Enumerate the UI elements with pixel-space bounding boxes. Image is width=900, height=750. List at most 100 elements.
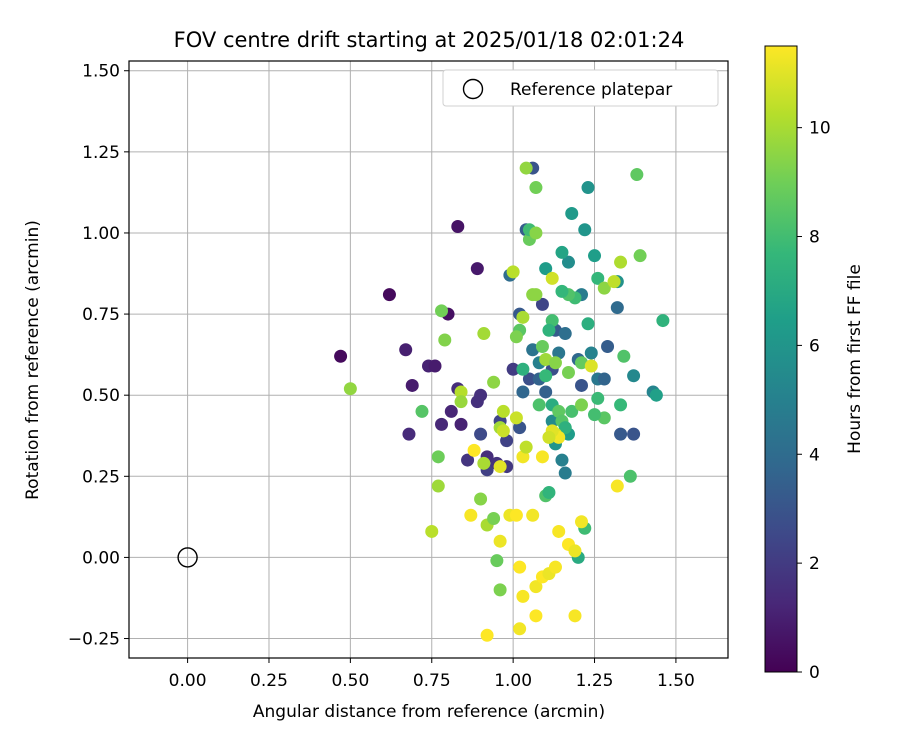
plot-frame bbox=[128, 60, 729, 659]
data-point bbox=[558, 466, 572, 480]
data-point bbox=[467, 443, 481, 457]
data-point bbox=[584, 346, 598, 360]
data-point bbox=[405, 378, 419, 392]
data-point bbox=[581, 181, 595, 195]
data-point bbox=[630, 168, 644, 182]
colorbar-tick-label: 0 bbox=[809, 663, 820, 683]
data-point bbox=[425, 524, 439, 538]
data-point bbox=[597, 281, 611, 295]
data-point bbox=[516, 385, 530, 399]
data-point bbox=[519, 161, 533, 175]
colorbar-tick-label: 8 bbox=[809, 228, 820, 248]
legend: Reference platepar bbox=[442, 69, 719, 107]
data-point bbox=[496, 404, 510, 418]
data-point bbox=[506, 265, 520, 279]
data-point bbox=[614, 398, 628, 412]
data-point bbox=[464, 508, 478, 522]
y-axis-ticks: −0.25 0.00 0.25 0.50 0.75 1.00 1.25 1.50 bbox=[68, 62, 129, 650]
reference-layer bbox=[177, 547, 198, 568]
y-tick-label: −0.25 bbox=[68, 630, 120, 650]
data-point bbox=[565, 206, 579, 220]
data-point bbox=[415, 404, 429, 418]
data-point bbox=[575, 356, 589, 370]
data-point bbox=[591, 271, 605, 285]
data-point bbox=[334, 349, 348, 363]
data-point bbox=[451, 219, 465, 233]
data-point bbox=[470, 262, 484, 276]
data-point bbox=[558, 421, 572, 435]
data-point bbox=[516, 589, 530, 603]
x-tick-label: 1.00 bbox=[494, 671, 532, 691]
data-point bbox=[516, 310, 530, 324]
y-tick-label: 1.00 bbox=[82, 224, 120, 244]
data-point bbox=[431, 450, 445, 464]
data-point bbox=[539, 353, 553, 366]
data-point bbox=[565, 404, 579, 418]
y-tick-label: 0.50 bbox=[82, 386, 120, 406]
data-point bbox=[399, 343, 413, 357]
data-point bbox=[607, 275, 621, 289]
data-point bbox=[513, 622, 527, 636]
y-tick-label: 0.75 bbox=[82, 305, 120, 325]
data-point bbox=[575, 515, 589, 529]
data-point bbox=[614, 427, 628, 441]
data-point bbox=[487, 511, 501, 525]
y-tick-label: 1.25 bbox=[82, 143, 120, 163]
data-point bbox=[548, 560, 562, 574]
data-point bbox=[493, 534, 507, 548]
legend-box bbox=[442, 69, 719, 107]
colorbar: 0 2 4 6 8 10 Hours from first FF file bbox=[764, 45, 865, 683]
x-tick-label: 0.50 bbox=[331, 671, 369, 691]
data-point bbox=[617, 349, 631, 363]
data-point bbox=[542, 430, 556, 444]
data-point bbox=[509, 508, 523, 522]
data-point bbox=[548, 356, 562, 370]
data-point bbox=[474, 492, 488, 506]
data-point bbox=[532, 398, 546, 412]
y-axis-label: Rotation from reference (arcmin) bbox=[23, 220, 43, 500]
data-point bbox=[558, 327, 572, 341]
colorbar-tick-label: 6 bbox=[809, 336, 820, 356]
data-point bbox=[535, 340, 549, 354]
data-point bbox=[575, 378, 589, 392]
data-point bbox=[428, 359, 442, 373]
data-point bbox=[402, 427, 416, 441]
grid bbox=[129, 61, 728, 658]
data-point bbox=[454, 385, 468, 399]
data-point bbox=[526, 343, 540, 357]
data-point bbox=[522, 372, 536, 386]
data-point bbox=[509, 411, 523, 425]
data-point bbox=[516, 362, 530, 376]
data-point bbox=[529, 580, 543, 594]
data-point bbox=[614, 255, 628, 269]
data-point bbox=[561, 365, 575, 379]
colorbar-gradient bbox=[764, 45, 798, 673]
legend-marker-icon bbox=[462, 78, 484, 100]
data-point bbox=[435, 417, 449, 431]
y-tick-label: 1.50 bbox=[82, 62, 120, 82]
data-point bbox=[542, 486, 556, 500]
legend-label: Reference platepar bbox=[510, 80, 672, 100]
data-point bbox=[561, 255, 575, 269]
data-point bbox=[610, 479, 624, 493]
colorbar-tick-label: 10 bbox=[809, 119, 831, 139]
data-point bbox=[581, 317, 595, 331]
data-point bbox=[610, 301, 624, 315]
data-point bbox=[461, 453, 475, 467]
data-point bbox=[487, 375, 501, 389]
data-point bbox=[529, 609, 543, 623]
x-axis-ticks: 0.00 0.25 0.50 0.75 1.00 1.25 1.50 bbox=[169, 658, 695, 691]
data-point bbox=[506, 362, 520, 376]
data-point bbox=[496, 424, 510, 438]
data-point bbox=[649, 388, 663, 402]
data-point bbox=[588, 408, 602, 422]
data-point bbox=[431, 479, 445, 493]
data-point bbox=[493, 460, 507, 474]
data-point bbox=[545, 271, 559, 285]
data-point bbox=[474, 427, 488, 441]
data-point bbox=[529, 288, 543, 302]
colorbar-ticks: 0 2 4 6 8 10 bbox=[797, 119, 831, 683]
data-point bbox=[591, 391, 605, 405]
data-point bbox=[539, 262, 553, 276]
